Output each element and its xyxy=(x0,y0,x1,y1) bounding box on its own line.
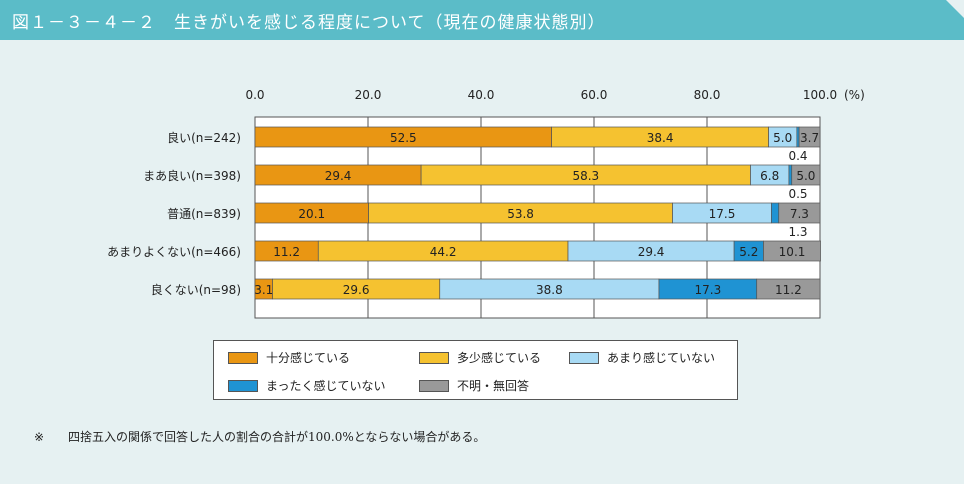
data-label: 44.2 xyxy=(430,245,457,259)
x-tick-label: 0.0 xyxy=(245,88,264,102)
bar-segment xyxy=(771,202,780,224)
legend-swatch xyxy=(228,351,258,364)
legend-item: 不明・無回答 xyxy=(419,377,529,394)
chart-title: 図１－３－４－２ 生きがいを感じる程度について（現在の健康状態別） xyxy=(12,13,606,33)
data-label: 5.0 xyxy=(773,131,792,145)
bar-segment xyxy=(788,164,793,186)
data-label: 52.5 xyxy=(390,131,417,145)
data-label: 11.2 xyxy=(273,245,300,259)
x-axis-unit: (%) xyxy=(844,88,865,102)
x-tick-label: 60.0 xyxy=(581,88,608,102)
legend: 十分感じている 多少感じている あまり感じていない まったく感じていない 不明・… xyxy=(213,340,738,400)
data-label: 20.1 xyxy=(298,207,325,221)
data-label: 38.8 xyxy=(536,283,563,297)
data-label: 5.0 xyxy=(796,169,815,183)
data-label: 17.3 xyxy=(694,283,721,297)
title-band xyxy=(0,0,964,40)
category-label: 良い(n=242) xyxy=(167,130,241,145)
data-label: 10.1 xyxy=(779,245,806,259)
x-tick-label: 80.0 xyxy=(694,88,721,102)
category-label: 良くない(n=98) xyxy=(151,282,241,297)
legend-label: 十分感じている xyxy=(266,351,351,365)
data-label: 29.4 xyxy=(325,169,352,183)
data-label: 0.4 xyxy=(788,149,807,163)
legend-item: あまり感じていない xyxy=(569,349,715,366)
data-label: 0.5 xyxy=(788,187,807,201)
legend-label: 不明・無回答 xyxy=(457,379,530,393)
legend-swatch xyxy=(419,379,449,392)
bar-segment xyxy=(763,240,821,262)
legend-item: まったく感じていない xyxy=(228,377,386,394)
data-label: 6.8 xyxy=(760,169,779,183)
x-tick-label: 40.0 xyxy=(468,88,495,102)
data-label: 3.7 xyxy=(800,131,819,145)
data-label: 29.4 xyxy=(638,245,665,259)
data-label: 17.5 xyxy=(709,207,736,221)
legend-swatch xyxy=(228,379,258,392)
legend-item: 十分感じている xyxy=(228,349,350,366)
data-label: 53.8 xyxy=(507,207,534,221)
category-label: 普通(n=839) xyxy=(167,207,241,221)
legend-swatch xyxy=(419,351,449,364)
legend-label: 多少感じている xyxy=(457,351,542,365)
data-label: 58.3 xyxy=(572,169,599,183)
data-label: 5.2 xyxy=(739,245,758,259)
footnote-mark: ※ xyxy=(34,430,45,444)
data-label: 11.2 xyxy=(775,283,802,297)
bar-segment xyxy=(791,164,821,186)
data-label: 38.4 xyxy=(647,131,674,145)
bar-segment xyxy=(798,126,821,148)
category-label: あまりよくない(n=466) xyxy=(107,245,241,259)
legend-label: まったく感じていない xyxy=(266,379,386,393)
data-label: 1.3 xyxy=(788,225,807,239)
bar-segment xyxy=(778,202,821,224)
footnote-text: 四捨五入の関係で回答した人の割合の合計が100.0%とならない場合がある。 xyxy=(68,430,486,444)
footnote: ※ 四捨五入の関係で回答した人の割合の合計が100.0%とならない場合がある。 xyxy=(34,428,485,445)
legend-swatch xyxy=(569,351,599,364)
title-band-shape xyxy=(0,0,964,40)
legend-item: 多少感じている xyxy=(419,349,541,366)
category-label: まあ良い(n=398) xyxy=(143,168,241,183)
data-label: 3.1 xyxy=(254,283,273,297)
data-label: 7.3 xyxy=(790,207,809,221)
data-label: 29.6 xyxy=(343,283,370,297)
legend-label: あまり感じていない xyxy=(607,351,716,365)
bar-segment xyxy=(756,278,821,300)
x-tick-label: 100.0 xyxy=(803,88,837,102)
x-tick-label: 20.0 xyxy=(355,88,382,102)
